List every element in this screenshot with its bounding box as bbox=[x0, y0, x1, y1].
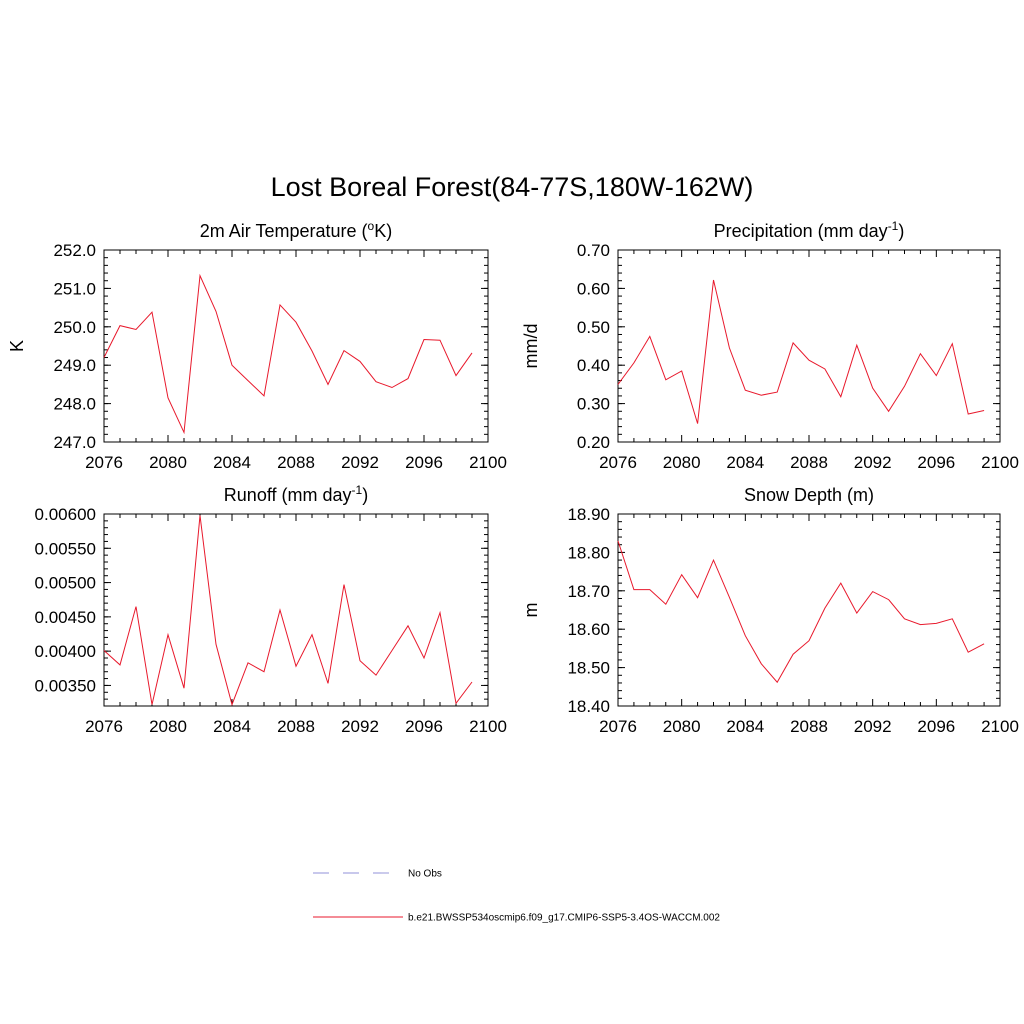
y-tick-label: 18.40 bbox=[567, 697, 610, 716]
x-tick-label: 2092 bbox=[341, 717, 379, 736]
x-tick-label: 2076 bbox=[599, 453, 637, 472]
legend-obs-label: No Obs bbox=[408, 869, 442, 880]
y-tick-label: 250.0 bbox=[53, 318, 96, 337]
y-tick-label: 0.00500 bbox=[35, 574, 96, 593]
main-title: Lost Boreal Forest(84-77S,180W-162W) bbox=[271, 172, 754, 202]
panel-1: 2076 2080 2084 2088 2092 2096 2100 0.20 0.30 0.40… bbox=[521, 219, 1019, 472]
y-tick-label: 18.70 bbox=[567, 582, 610, 601]
y-tick-label: 0.20 bbox=[577, 433, 610, 452]
x-tick-label: 2100 bbox=[981, 717, 1019, 736]
x-tick-label: 2080 bbox=[663, 717, 701, 736]
x-tick-label: 2100 bbox=[469, 453, 507, 472]
x-tick-label: 2100 bbox=[981, 453, 1019, 472]
x-tick-label: 2088 bbox=[277, 717, 315, 736]
x-tick-label: 2080 bbox=[149, 453, 187, 472]
x-tick-label: 2096 bbox=[917, 717, 955, 736]
panel-2: 2076 2080 2084 2088 2092 2096 2100 0.00350 0.004… bbox=[35, 483, 507, 736]
x-tick-label: 2076 bbox=[85, 717, 123, 736]
y-tick-label: 0.70 bbox=[577, 241, 610, 260]
series-line-0 bbox=[617, 540, 985, 684]
y-tick-label: 251.0 bbox=[53, 279, 96, 298]
x-tick-label: 2096 bbox=[405, 453, 443, 472]
plot-frame bbox=[617, 513, 1001, 707]
x-tick-label: 2080 bbox=[149, 717, 187, 736]
x-tick-label: 2088 bbox=[790, 453, 828, 472]
y-tick-label: 0.50 bbox=[577, 318, 610, 337]
series-line-0 bbox=[103, 515, 473, 707]
x-tick-label: 2076 bbox=[599, 717, 637, 736]
legend-model-label: b.e21.BWSSP534oscmip6.f09_g17.CMIP6-SSP5… bbox=[408, 913, 720, 924]
x-tick-label: 2088 bbox=[277, 453, 315, 472]
panel-0: 2076 2080 2084 2088 2092 2096 2100 247.0 248.0 24… bbox=[7, 219, 507, 472]
legend: No Obs b.e21.BWSSP534oscmip6.f09_g17.CMI… bbox=[313, 869, 720, 924]
y-tick-label: 0.00450 bbox=[35, 608, 96, 627]
series-line-0 bbox=[617, 279, 985, 424]
x-tick-label: 2096 bbox=[405, 717, 443, 736]
x-tick-label: 2092 bbox=[854, 717, 892, 736]
y-tick-label: 0.00600 bbox=[35, 505, 96, 524]
y-tick-label: 0.00550 bbox=[35, 539, 96, 558]
panel-title: Runoff (mm day-1) bbox=[224, 483, 368, 505]
x-tick-label: 2080 bbox=[663, 453, 701, 472]
y-tick-label: 0.30 bbox=[577, 395, 610, 414]
panel-title: Snow Depth (m) bbox=[744, 485, 874, 505]
panel-3: 2076 2080 2084 2088 2092 2096 2100 18.40 18.50 18… bbox=[521, 485, 1019, 736]
y-axis-label: m bbox=[521, 603, 541, 618]
x-tick-label: 2092 bbox=[854, 453, 892, 472]
panel-title: Precipitation (mm day-1) bbox=[714, 219, 905, 241]
y-tick-label: 0.00400 bbox=[35, 642, 96, 661]
x-tick-label: 2084 bbox=[726, 717, 764, 736]
x-tick-label: 2088 bbox=[790, 717, 828, 736]
y-axis-label: K bbox=[7, 340, 27, 352]
y-tick-label: 0.00350 bbox=[35, 676, 96, 695]
y-axis-label: mm/d bbox=[521, 324, 541, 369]
x-tick-label: 2084 bbox=[213, 717, 251, 736]
x-tick-label: 2084 bbox=[213, 453, 251, 472]
x-tick-label: 2100 bbox=[469, 717, 507, 736]
plot-frame bbox=[617, 249, 1001, 443]
plot-frame bbox=[103, 249, 489, 443]
series-line-0 bbox=[103, 273, 473, 435]
x-tick-label: 2096 bbox=[917, 453, 955, 472]
y-tick-label: 18.60 bbox=[567, 620, 610, 639]
y-tick-label: 18.50 bbox=[567, 659, 610, 678]
panel-title: 2m Air Temperature (oK) bbox=[200, 219, 392, 241]
y-tick-label: 248.0 bbox=[53, 395, 96, 414]
y-tick-label: 18.80 bbox=[567, 543, 610, 562]
x-tick-label: 2076 bbox=[85, 453, 123, 472]
y-tick-label: 0.40 bbox=[577, 356, 610, 375]
y-tick-label: 252.0 bbox=[53, 241, 96, 260]
y-tick-label: 18.90 bbox=[567, 505, 610, 524]
y-tick-label: 249.0 bbox=[53, 356, 96, 375]
plot-frame bbox=[103, 513, 489, 707]
y-tick-label: 247.0 bbox=[53, 433, 96, 452]
y-tick-label: 0.60 bbox=[577, 279, 610, 298]
x-tick-label: 2084 bbox=[726, 453, 764, 472]
x-tick-label: 2092 bbox=[341, 453, 379, 472]
